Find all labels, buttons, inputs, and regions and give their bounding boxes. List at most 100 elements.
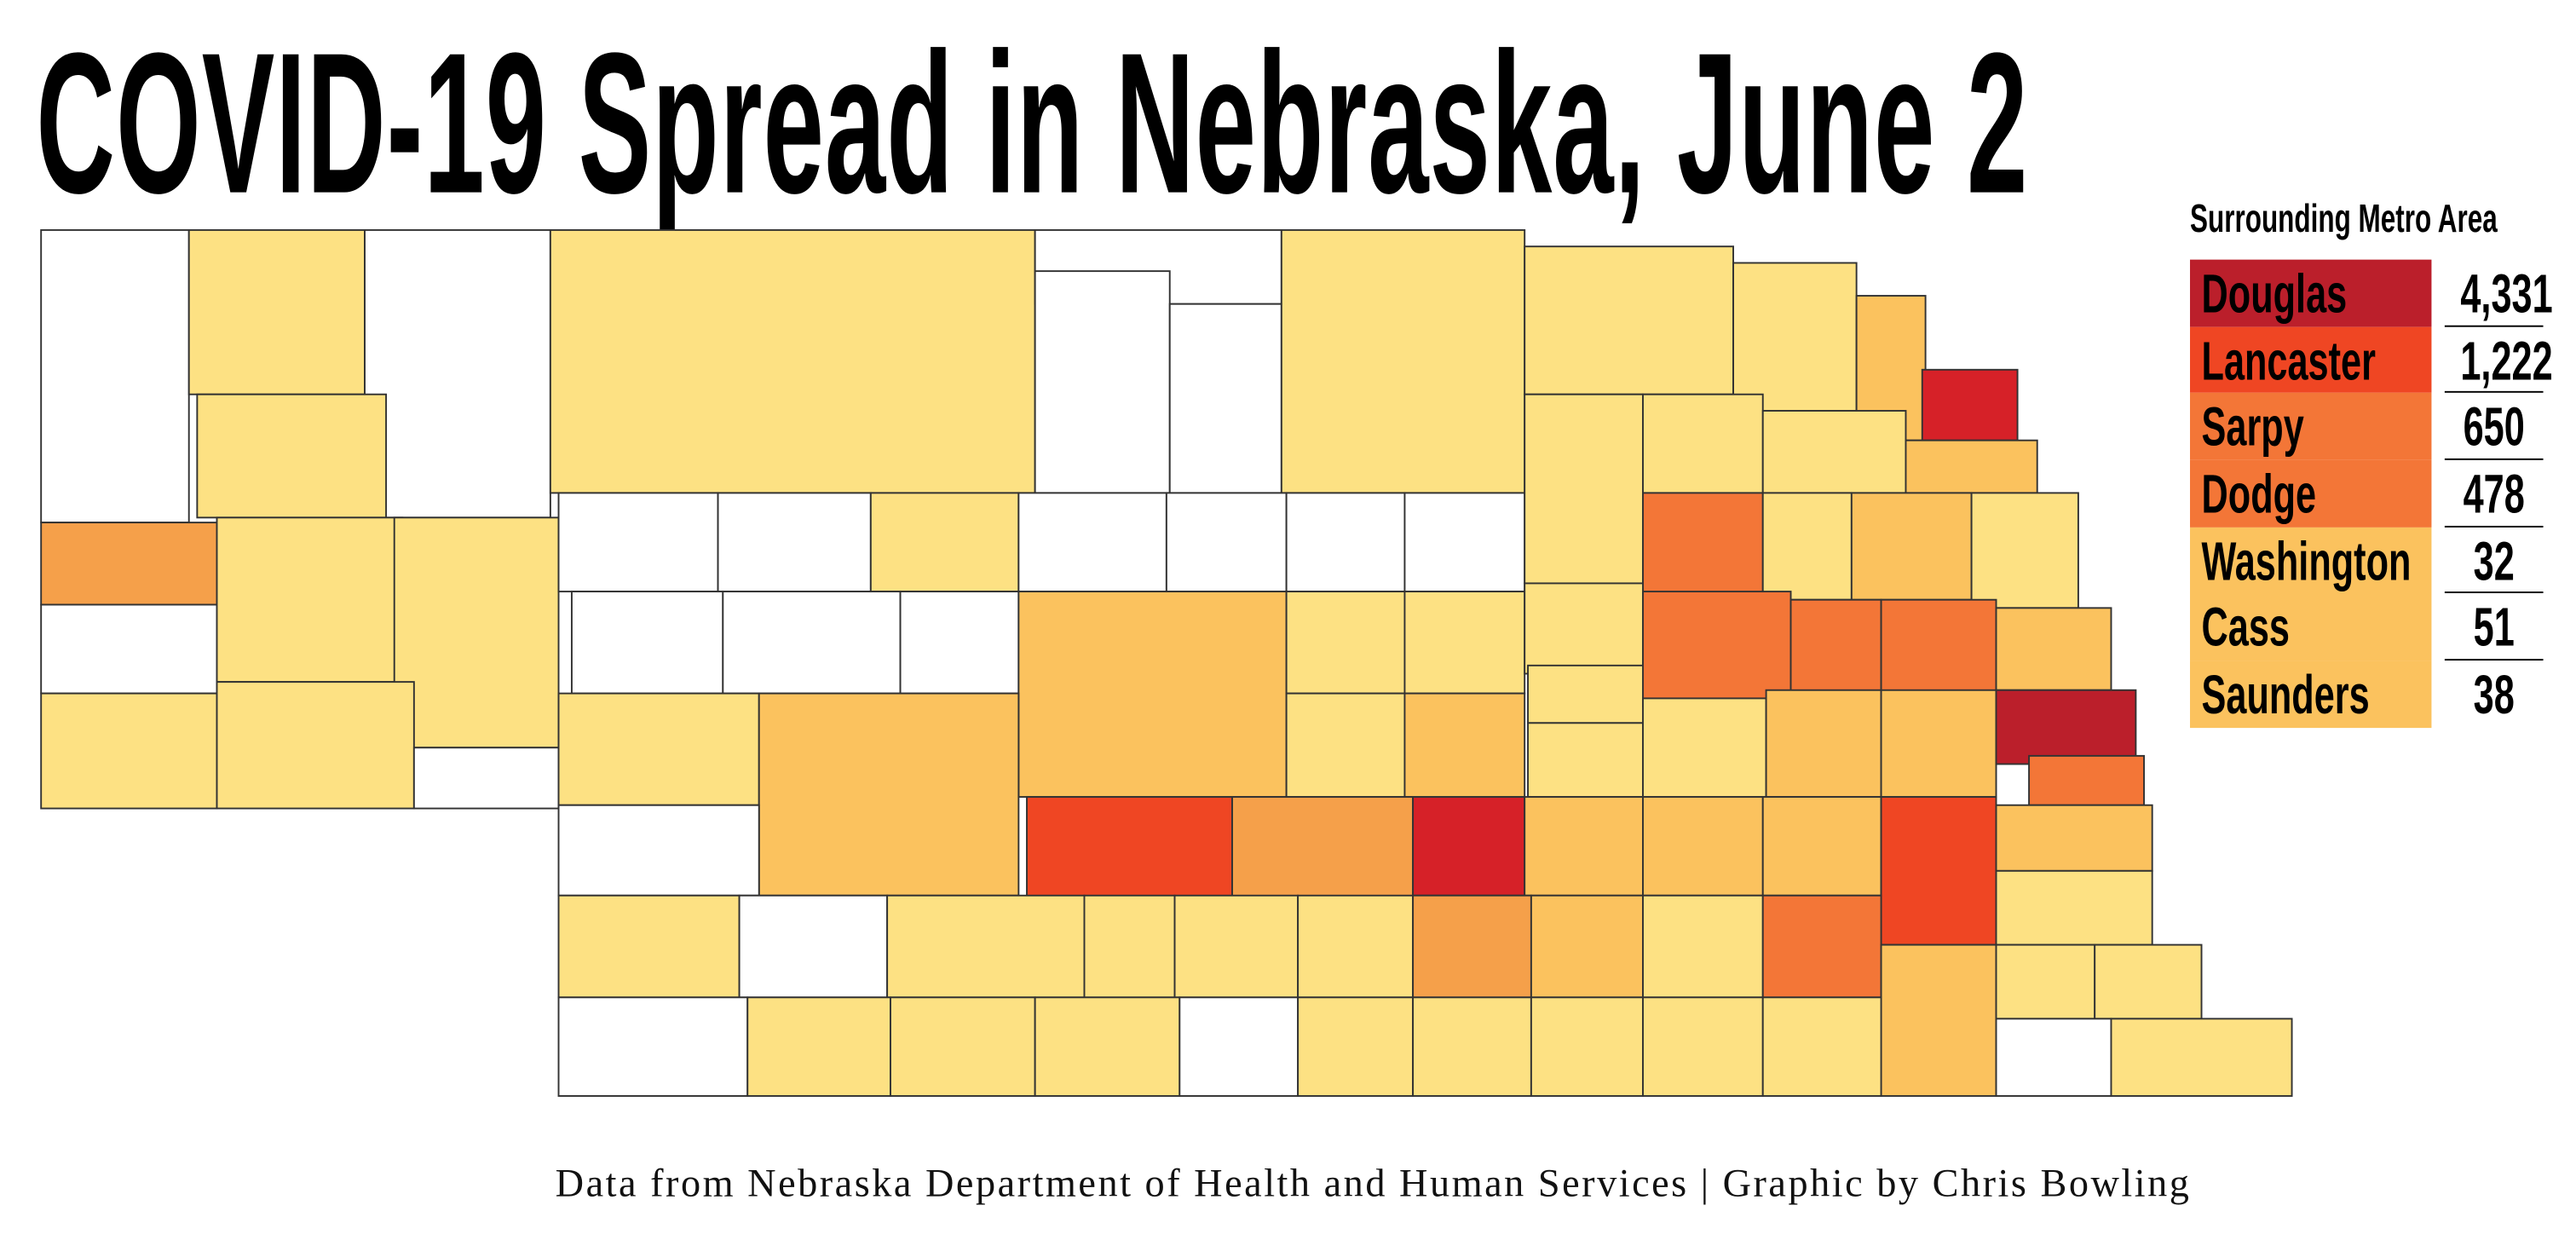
county <box>1168 303 1282 494</box>
legend-case-count: 51 <box>2473 597 2515 659</box>
county <box>1017 591 1288 799</box>
county <box>1642 492 1764 601</box>
county <box>2028 754 2146 806</box>
county <box>364 228 551 519</box>
county <box>1732 262 1858 412</box>
county <box>1403 492 1526 593</box>
legend-case-count: 38 <box>2473 664 2515 725</box>
legend-case-count-cell: 650 <box>2444 394 2544 460</box>
legend-row: Washington 32 <box>2190 527 2551 594</box>
county <box>1285 492 1406 593</box>
county <box>1285 692 1406 799</box>
county <box>1173 894 1300 999</box>
county <box>722 591 902 695</box>
county <box>869 492 1020 593</box>
county <box>1880 796 1997 946</box>
county <box>1642 894 1764 999</box>
county <box>758 692 1020 897</box>
county <box>40 522 218 606</box>
county <box>557 692 760 806</box>
county <box>1921 368 2019 441</box>
county <box>1995 689 2137 765</box>
county <box>1412 894 1532 999</box>
county <box>1524 393 1644 585</box>
county <box>1880 943 1997 1097</box>
county <box>570 591 724 695</box>
county <box>717 492 872 593</box>
metro-area-legend: Douglas 4,331 Lancaster 1,222 Sarpy 650 Dodge 4… <box>2190 259 2553 728</box>
county <box>1761 894 1882 999</box>
legend-swatch: Washington <box>2190 527 2432 594</box>
legend-row: Cass 51 <box>2190 593 2551 661</box>
county <box>1761 410 1907 494</box>
county <box>557 996 749 1097</box>
county <box>1026 796 1233 902</box>
county <box>1524 582 1644 675</box>
county <box>1995 804 2153 872</box>
legend-row: Douglas 4,331 <box>2190 259 2553 327</box>
legend-case-count-cell: 1,222 <box>2444 326 2553 394</box>
county <box>899 591 1020 695</box>
county <box>1034 270 1171 494</box>
legend-case-count-cell: 51 <box>2444 594 2544 661</box>
county <box>1905 439 2038 494</box>
county <box>1083 894 1176 999</box>
legend-swatch: Lancaster <box>2190 326 2432 394</box>
county <box>1995 1018 2112 1097</box>
legend-county-name: Douglas <box>2201 262 2348 324</box>
legend-case-count: 478 <box>2463 463 2525 525</box>
county <box>1970 492 2079 609</box>
legend-row: Dodge 478 <box>2190 459 2551 528</box>
legend-county-name: Sarpy <box>2201 396 2304 458</box>
legend-case-count-cell: 32 <box>2444 527 2544 594</box>
county <box>1165 492 1288 593</box>
source-credit: Data from Nebraska Department of Health … <box>555 1163 2192 1207</box>
legend-swatch: Saunders <box>2190 660 2432 728</box>
county <box>2094 943 2203 1020</box>
legend-row: Lancaster 1,222 <box>2190 326 2553 394</box>
county <box>557 492 719 593</box>
county <box>549 228 1036 494</box>
county <box>187 228 366 395</box>
county <box>1231 796 1415 905</box>
county <box>1789 598 1882 700</box>
county <box>1285 591 1406 695</box>
county <box>886 894 1086 999</box>
county <box>1297 894 1415 999</box>
county <box>557 804 760 897</box>
county <box>1880 689 1997 799</box>
county <box>1642 393 1764 494</box>
county <box>557 894 741 999</box>
county <box>1297 996 1415 1097</box>
county <box>1034 996 1181 1097</box>
legend-case-count: 32 <box>2473 530 2515 591</box>
county <box>1995 869 2153 946</box>
county <box>1412 996 1532 1097</box>
legend-county-name: Lancaster <box>2201 329 2376 391</box>
county <box>1179 996 1300 1097</box>
county <box>40 603 218 695</box>
legend-swatch: Dodge <box>2190 459 2432 528</box>
legend-case-count-cell: 478 <box>2444 460 2544 528</box>
county <box>216 516 404 684</box>
county <box>1995 943 2096 1020</box>
county <box>890 996 1036 1097</box>
county <box>1761 492 1853 601</box>
county <box>196 393 388 519</box>
county <box>1530 894 1644 999</box>
county <box>1524 796 1644 897</box>
county <box>1642 996 1764 1097</box>
county <box>1761 796 1882 897</box>
county <box>1412 796 1526 897</box>
county <box>216 681 415 810</box>
county <box>40 692 218 810</box>
legend-row: Sarpy 650 <box>2190 393 2551 460</box>
legend-case-count: 4,331 <box>2460 262 2553 324</box>
legend-swatch: Sarpy <box>2190 393 2432 460</box>
legend-county-name: Saunders <box>2201 664 2370 725</box>
county <box>40 228 190 524</box>
county <box>412 747 560 810</box>
county <box>1642 697 1767 799</box>
county <box>1765 689 1882 799</box>
